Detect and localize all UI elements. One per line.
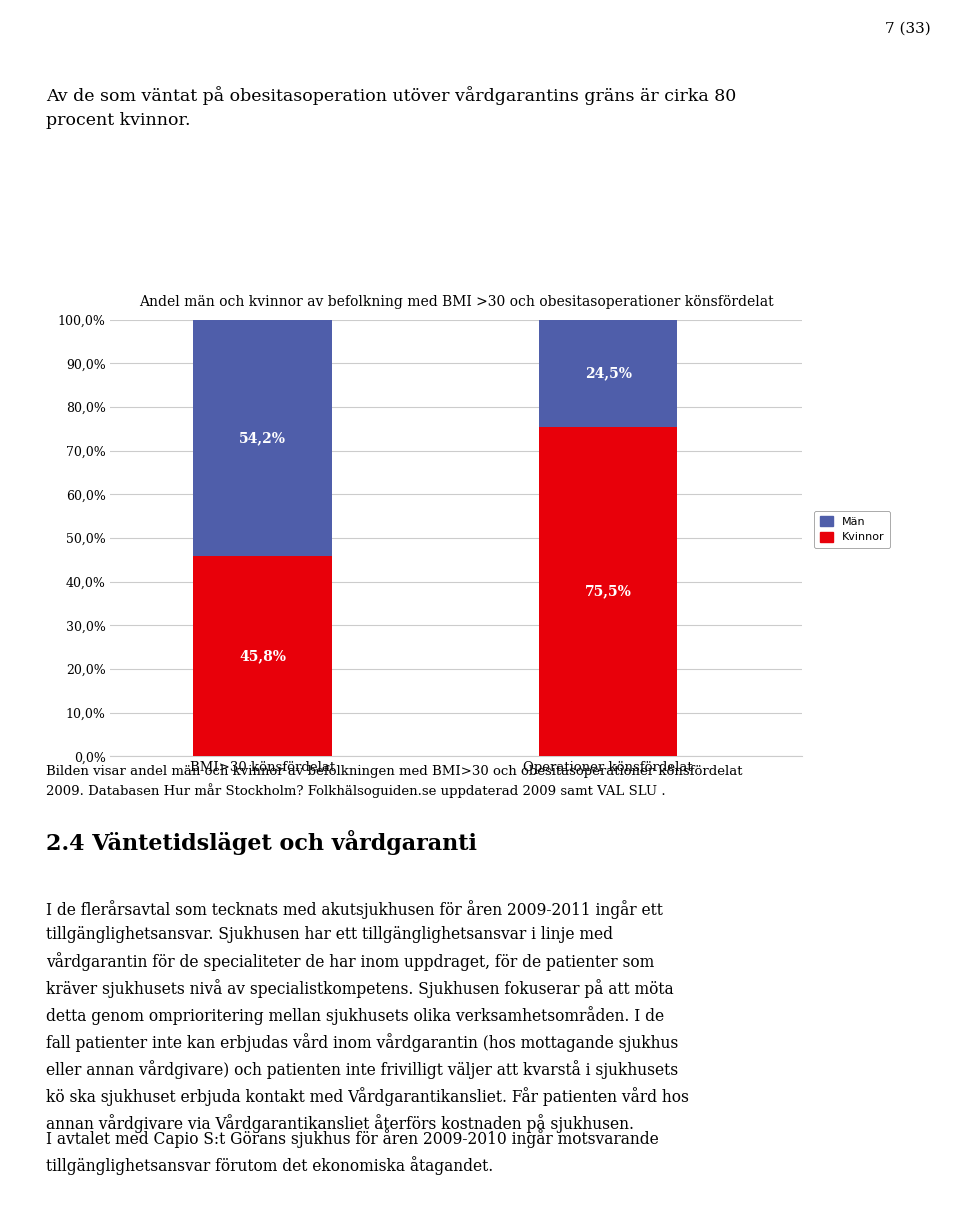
Bar: [193, 556, 331, 756]
Text: I de flerårsavtal som tecknats med akutsjukhusen för åren 2009-2011 ingår ett
ti: I de flerårsavtal som tecknats med akuts…: [46, 900, 689, 1133]
Text: 2.4 Väntetidsläget och vårdgaranti: 2.4 Väntetidsläget och vårdgaranti: [46, 830, 477, 855]
Text: 7 (33): 7 (33): [885, 22, 931, 36]
Bar: [193, 320, 331, 556]
Text: 54,2%: 54,2%: [239, 432, 286, 445]
Text: 75,5%: 75,5%: [585, 584, 632, 599]
Text: 45,8%: 45,8%: [239, 649, 286, 663]
Text: I avtalet med Capio S:t Görans sjukhus för åren 2009-2010 ingår motsvarande
till: I avtalet med Capio S:t Görans sjukhus f…: [46, 1129, 659, 1175]
Text: 24,5%: 24,5%: [585, 367, 632, 380]
Bar: [539, 427, 677, 756]
Legend: Män, Kvinnor: Män, Kvinnor: [814, 510, 890, 547]
Bar: [539, 320, 677, 427]
Text: Av de som väntat på obesitasoperation utöver vårdgarantins gräns är cirka 80
pro: Av de som väntat på obesitasoperation ut…: [46, 86, 736, 128]
Text: Bilden visar andel män och kvinnor av befolkningen med BMI>30 och obesitasoperat: Bilden visar andel män och kvinnor av be…: [46, 765, 743, 798]
Title: Andel män och kvinnor av befolkning med BMI >30 och obesitasoperationer könsförd: Andel män och kvinnor av befolkning med …: [138, 295, 774, 309]
